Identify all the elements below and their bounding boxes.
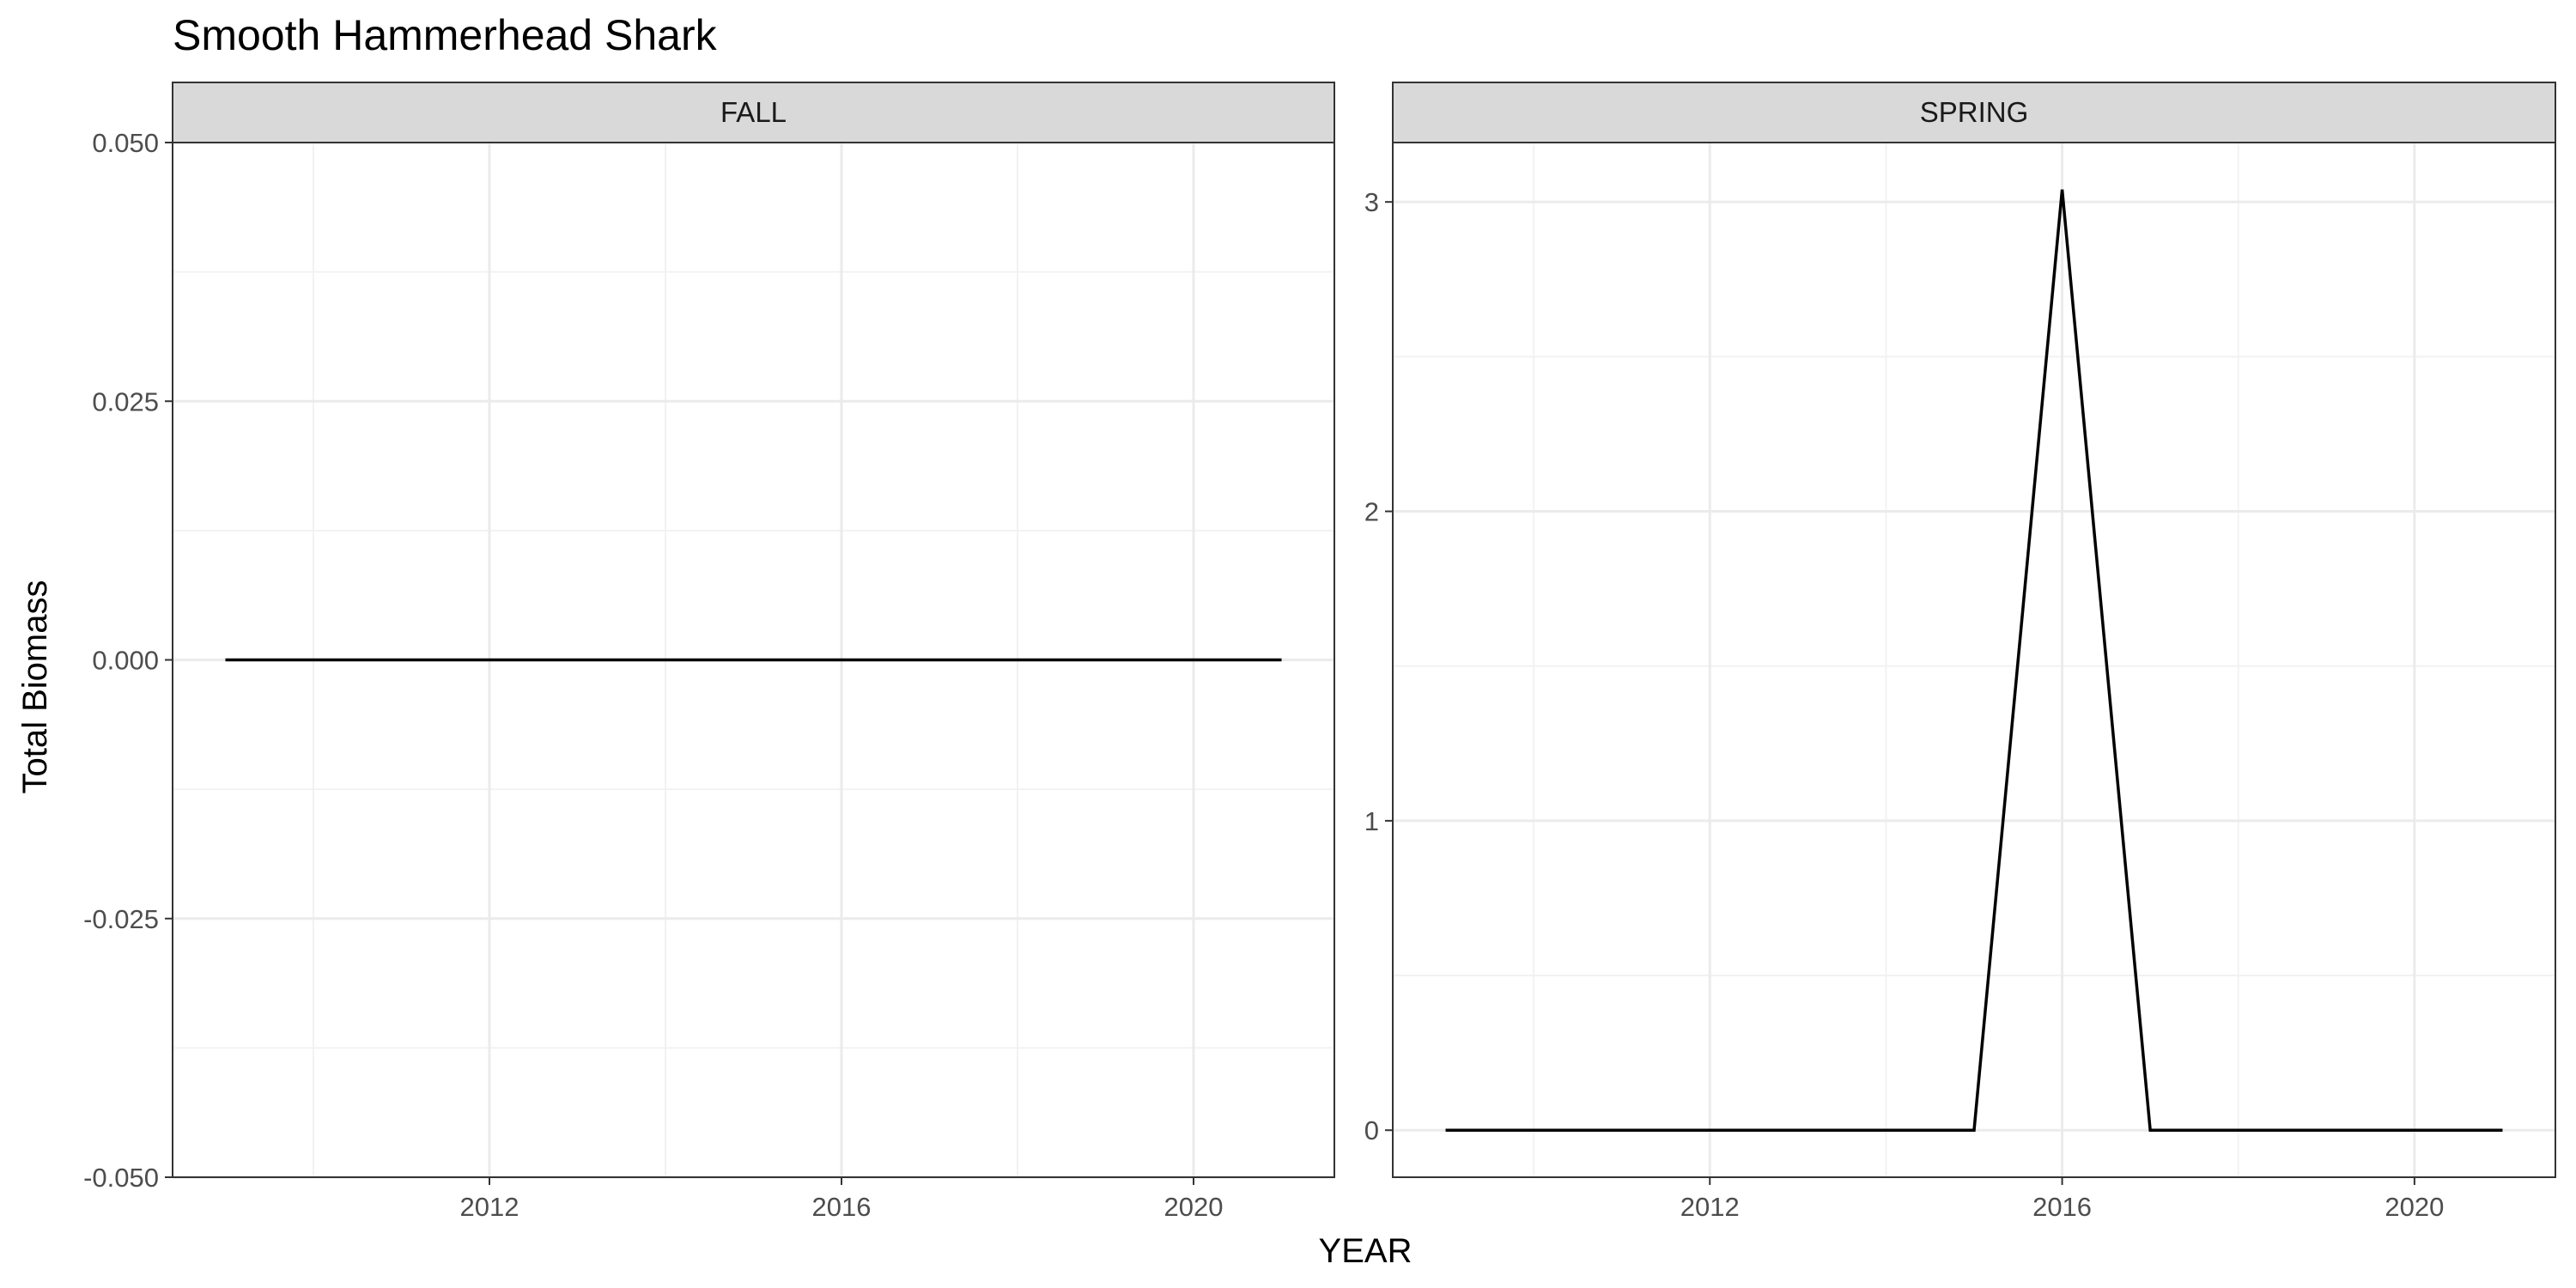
y-tick-label: 3 bbox=[1364, 187, 1379, 217]
series-line-spring bbox=[1445, 189, 2503, 1132]
y-tick-label: -0.025 bbox=[83, 904, 159, 934]
facet-strip bbox=[172, 82, 1335, 143]
x-tick-label: 2012 bbox=[1680, 1192, 1740, 1222]
x-tick-label: 2012 bbox=[460, 1192, 519, 1222]
y-tick-label: 1 bbox=[1364, 806, 1379, 836]
x-tick-label: 2020 bbox=[2385, 1192, 2444, 1222]
y-axis-title: Total Biomass bbox=[16, 580, 54, 794]
y-tick-label: 0.050 bbox=[92, 128, 159, 158]
y-tick-label: 0.000 bbox=[92, 646, 159, 676]
facet-panel-spring: SPRING 0 1 2 3 2012 2016 2020 bbox=[1364, 82, 2556, 1222]
y-tick-label: 0.025 bbox=[92, 386, 159, 416]
y-tick-label: 0 bbox=[1364, 1115, 1379, 1145]
x-tick-label: 2016 bbox=[2032, 1192, 2092, 1222]
x-tick-label: 2016 bbox=[812, 1192, 872, 1222]
y-tick-label: 2 bbox=[1364, 497, 1379, 527]
x-tick-label: 2020 bbox=[1164, 1192, 1224, 1222]
facet-strip bbox=[1392, 82, 2556, 143]
facet-strip-label: FALL bbox=[720, 96, 787, 128]
y-tick-label: -0.050 bbox=[83, 1163, 159, 1193]
x-axis-title: YEAR bbox=[1319, 1232, 1413, 1270]
panel-background bbox=[1393, 143, 2555, 1177]
facet-strip-label: SPRING bbox=[1920, 96, 2029, 128]
facet-panel-fall: FALL -0.050 -0.025 0.000 0.025 0.050 2012 2016 2… bbox=[83, 82, 1335, 1222]
chart-title: Smooth Hammerhead Shark bbox=[173, 11, 718, 59]
facet-panels: FALL -0.050 -0.025 0.000 0.025 0.050 2012 2016 2… bbox=[83, 82, 2556, 1222]
